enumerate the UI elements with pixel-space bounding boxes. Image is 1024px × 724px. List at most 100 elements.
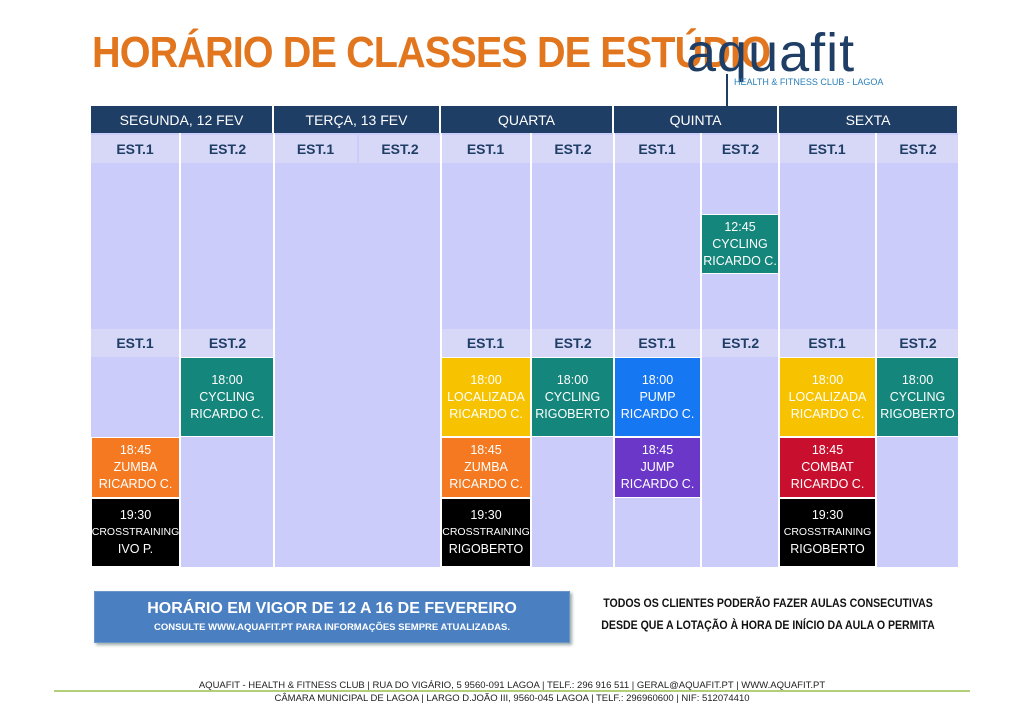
class-instructor: RIGOBERTO: [448, 542, 524, 556]
class-block[interactable]: 18:00 CYCLING RIGOBERTO: [531, 357, 614, 437]
class-instructor: IVO P.: [117, 542, 154, 556]
day-separator: [958, 133, 960, 567]
class-name: CYCLING: [712, 236, 768, 251]
studio-label-est1: EST.1: [441, 135, 530, 163]
footer-line-2: CÂMARA MUNICIPAL DE LAGOA | LARGO D.JOÃO…: [274, 693, 750, 704]
notice-line-2: DESDE QUE A LOTAÇÃO À HORA DE INÍCIO DA …: [601, 618, 935, 632]
studio-label-est1: EST.1: [91, 329, 179, 357]
page-title: HORÁRIO DE CLASSES DE ESTÚDIO: [92, 28, 771, 77]
studio-label-est2: EST.2: [702, 135, 779, 163]
class-time: 18:00: [901, 372, 934, 387]
logo-tagline: HEALTH & FITNESS CLUB - LAGOA: [734, 77, 884, 87]
class-instructor: RICARDO C.: [790, 477, 865, 491]
class-block[interactable]: 19:30 CROSSTRAINING RIGOBERTO: [779, 498, 876, 567]
class-block[interactable]: 18:00 PUMP RICARDO C.: [614, 357, 701, 437]
notice-line-1: TODOS OS CLIENTES PODERÃO FAZER AULAS CO…: [603, 596, 933, 610]
studio-separator: [700, 133, 702, 567]
class-block[interactable]: 18:45 ZUMBA RICARDO C.: [441, 437, 531, 498]
class-instructor: RICARDO C.: [620, 477, 695, 491]
class-block[interactable]: 18:00 LOCALIZADA RICARDO C.: [441, 357, 531, 437]
studio-label-est2: EST.2: [181, 329, 274, 357]
day-header: TERÇA, 13 FEV: [274, 106, 441, 133]
class-instructor: RICARDO C.: [703, 253, 777, 268]
footer-line-1: AQUAFIT - HEALTH & FITNESS CLUB | RUA DO…: [198, 680, 826, 691]
studio-label-est2: EST.2: [359, 135, 441, 163]
class-time: 18:45: [119, 443, 152, 457]
studio-separator: [530, 133, 532, 567]
class-block[interactable]: 19:30 CROSSTRAINING IVO P.: [91, 498, 180, 567]
class-instructor: RICARDO C.: [449, 477, 523, 491]
class-block[interactable]: 18:00 CYCLING RIGOBERTO: [876, 357, 959, 437]
day-header: SEGUNDA, 12 FEV: [91, 106, 274, 133]
class-block[interactable]: 18:45 ZUMBA RICARDO C.: [91, 437, 180, 498]
class-time: 18:00: [556, 372, 589, 387]
class-instructor: RICARDO C.: [790, 406, 865, 421]
class-time: 19:30: [119, 508, 152, 522]
aquafit-logo: aquafit HEALTH & FITNESS CLUB - LAGOA: [686, 22, 916, 112]
class-name: CROSSTRAINING: [91, 526, 180, 538]
footer-divider: [54, 690, 970, 692]
class-name: LOCALIZADA: [447, 389, 525, 404]
day-separator: [273, 133, 275, 567]
day-separator: [613, 133, 615, 567]
class-name: CYCLING: [199, 389, 255, 404]
class-instructor: RICARDO C.: [190, 406, 264, 421]
studio-label-est2: EST.2: [532, 135, 614, 163]
studio-label-est1: EST.1: [779, 329, 875, 357]
class-time: 12:45: [724, 219, 756, 234]
class-time: 18:00: [811, 372, 844, 387]
class-time: 19:30: [470, 508, 502, 522]
day-header: SEXTA: [779, 106, 959, 133]
class-instructor: RIGOBERTO: [880, 406, 955, 421]
banner-subtitle: CONSULTE WWW.AQUAFIT.PT PARA INFORMAÇÕES…: [153, 622, 511, 633]
class-instructor: RICARDO C.: [620, 406, 695, 421]
class-time: 18:45: [811, 443, 844, 457]
banner-title: HORÁRIO EM VIGOR DE 12 A 16 DE FEVEREIRO: [147, 600, 517, 617]
class-block[interactable]: 12:45 CYCLING RICARDO C.: [701, 214, 779, 274]
class-time: 18:45: [641, 443, 674, 457]
class-time: 18:45: [470, 443, 502, 457]
class-name: ZUMBA: [113, 460, 158, 474]
class-name: ZUMBA: [464, 460, 508, 474]
studio-label-est1: EST.1: [274, 135, 357, 163]
day-header: QUARTA: [441, 106, 614, 133]
studio-label-est1: EST.1: [614, 329, 700, 357]
studio-label-est2: EST.2: [877, 329, 959, 357]
class-block[interactable]: 18:00 CYCLING RICARDO C.: [180, 357, 274, 437]
class-block[interactable]: 18:45 COMBAT RICARDO C.: [779, 437, 876, 498]
class-name: PUMP: [639, 389, 676, 404]
studio-separator: [179, 133, 181, 567]
class-block[interactable]: 18:45 JUMP RICARDO C.: [614, 437, 701, 498]
class-name: COMBAT: [801, 460, 854, 474]
logo-wordmark: aquafit: [686, 23, 856, 83]
class-instructor: RIGOBERTO: [790, 542, 865, 556]
class-instructor: RICARDO C.: [98, 477, 173, 491]
class-name: CROSSTRAINING: [783, 526, 872, 538]
class-time: 19:30: [811, 508, 844, 522]
studio-label-est1: EST.1: [779, 135, 875, 163]
studio-label-est2: EST.2: [702, 329, 779, 357]
class-block[interactable]: 18:00 LOCALIZADA RICARDO C.: [779, 357, 876, 437]
class-name: LOCALIZADA: [788, 389, 867, 404]
studio-separator: [875, 133, 877, 567]
class-name: CROSSTRAINING: [442, 526, 530, 538]
studio-label-est2: EST.2: [532, 329, 614, 357]
studio-label-est1: EST.1: [614, 135, 700, 163]
studio-label-est1: EST.1: [91, 135, 179, 163]
day-separator: [440, 133, 442, 567]
studio-label-est1: EST.1: [441, 329, 530, 357]
class-name: JUMP: [640, 460, 675, 474]
day-separator: [778, 133, 780, 567]
class-instructor: RIGOBERTO: [535, 406, 610, 421]
validity-banner: HORÁRIO EM VIGOR DE 12 A 16 DE FEVEREIRO…: [94, 591, 570, 643]
class-time: 18:00: [211, 372, 243, 387]
class-name: CYCLING: [544, 389, 601, 404]
class-block[interactable]: 19:30 CROSSTRAINING RIGOBERTO: [441, 498, 531, 567]
class-name: CYCLING: [889, 389, 946, 404]
day-header: QUINTA: [614, 106, 779, 133]
class-time: 18:00: [470, 372, 502, 387]
studio-label-est2: EST.2: [181, 135, 274, 163]
class-instructor: RICARDO C.: [449, 406, 523, 421]
class-time: 18:00: [641, 372, 674, 387]
